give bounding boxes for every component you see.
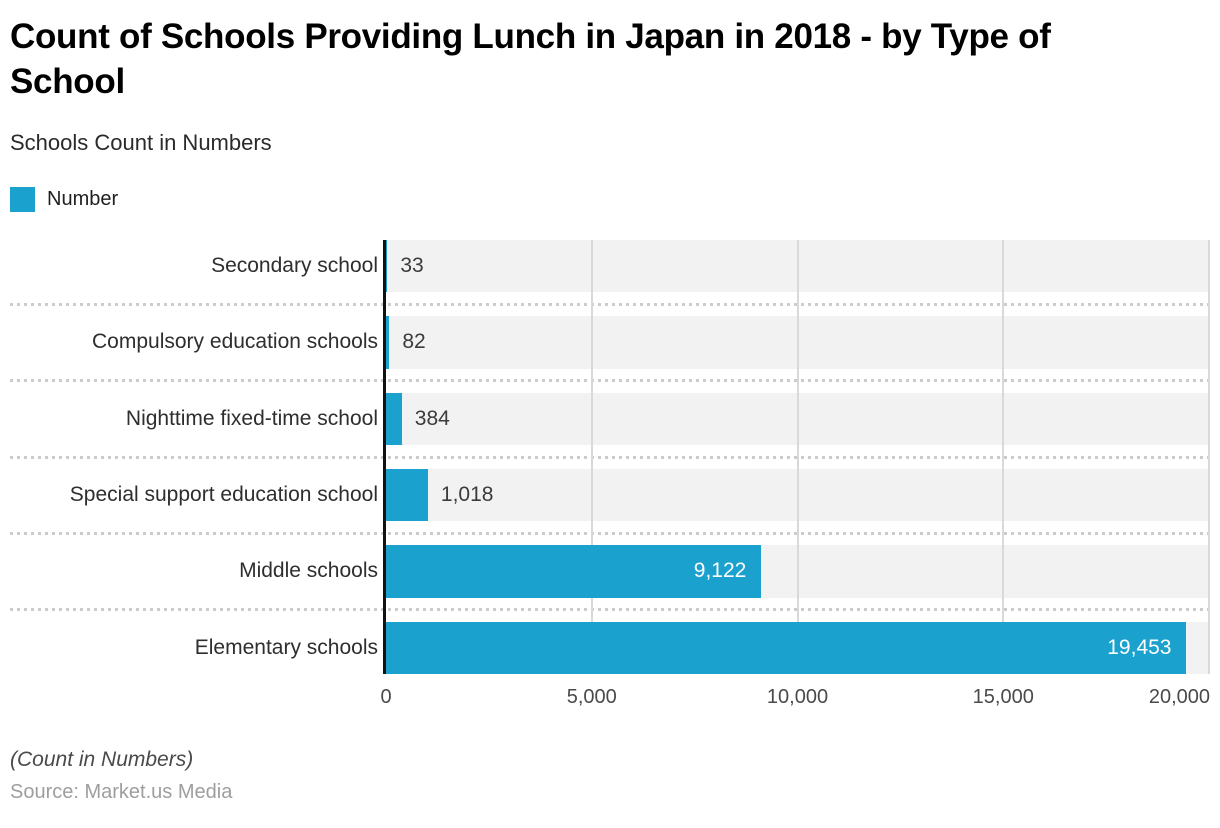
value-label: 19,453 (1107, 635, 1172, 659)
x-tick-label: 15,000 (972, 686, 1034, 708)
gridline (590, 240, 593, 674)
row-separator (10, 531, 1210, 535)
legend: Number (10, 187, 1210, 212)
category-label: Middle schools (239, 559, 378, 583)
bar[interactable] (386, 316, 390, 369)
category-label: Elementary schools (194, 635, 378, 659)
value-label: 1,018 (440, 482, 494, 506)
page-title: Count of Schools Providing Lunch in Japa… (10, 17, 1051, 101)
value-label: 82 (402, 330, 426, 354)
row-separator (10, 302, 1210, 306)
x-tick-label: 20,000 (1148, 686, 1210, 708)
x-tick-label: 0 (380, 686, 392, 708)
bar-chart: Secondary school 33 Compulsory education s… (10, 240, 1210, 674)
y-axis-line (383, 240, 386, 674)
source-text: Source: Market.us Media (10, 781, 233, 803)
legend-label: Number (47, 188, 119, 210)
category-label: Compulsory education schools (92, 330, 378, 354)
x-axis: 0 5,000 10,000 15,000 20,000 (10, 686, 1210, 712)
bar[interactable] (386, 468, 428, 522)
category-label: Nighttime fixed-time school (125, 406, 378, 430)
legend-swatch-icon (10, 187, 35, 212)
chart-container: Count of Schools Providing Lunch in Japa… (0, 14, 1220, 804)
category-label: Secondary school (211, 254, 378, 277)
axis-note: (Count in Numbers) (10, 748, 194, 771)
gridline (1208, 240, 1210, 674)
bar[interactable] (386, 621, 1187, 674)
value-label: 33 (400, 254, 424, 277)
category-label: Special support education school (69, 482, 378, 506)
x-tick-label: 5,000 (566, 686, 617, 708)
row-separator (10, 455, 1210, 459)
row-separator (10, 379, 1210, 383)
row-separator (10, 608, 1210, 612)
gridline (796, 240, 799, 674)
bar[interactable] (386, 240, 388, 293)
x-tick-label: 10,000 (766, 686, 829, 708)
bar[interactable] (386, 392, 402, 445)
value-label: 384 (414, 406, 450, 430)
chart-subtitle: Schools Count in Numbers (10, 130, 272, 155)
bar[interactable] (386, 545, 762, 598)
value-label: 9,122 (693, 559, 747, 583)
gridline (1002, 240, 1005, 674)
